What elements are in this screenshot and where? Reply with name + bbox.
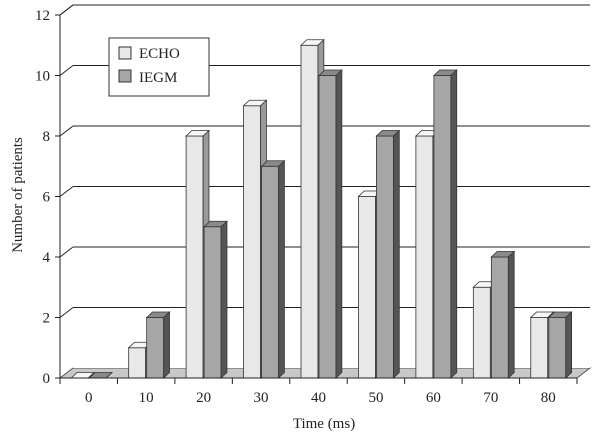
y-tick-label: 12 — [35, 8, 50, 24]
legend-label-echo: ECHO — [139, 46, 180, 62]
legend-label-iegm: IEGM — [139, 70, 177, 86]
bar-iegm — [432, 69, 458, 379]
x-tick-label: 10 — [139, 390, 154, 406]
x-tick-label: 60 — [426, 390, 441, 406]
x-tick-label: 30 — [254, 390, 269, 406]
bar-iegm — [547, 311, 573, 379]
bar-iegm — [317, 69, 343, 379]
y-axis-ticks: 0 2 4 6 8 10 12 — [35, 8, 60, 387]
gridline-depth — [59, 125, 74, 137]
gridline-depth — [59, 186, 74, 197]
bar-iegm — [260, 159, 286, 379]
gridline-depth — [59, 246, 74, 258]
bar-iegm — [203, 220, 228, 379]
x-axis-label: Time (ms) — [293, 416, 355, 432]
legend-swatch-iegm — [118, 69, 132, 83]
x-tick-label: 80 — [541, 390, 556, 406]
legend-swatch-echo — [118, 46, 132, 60]
bar-iegm — [375, 129, 401, 379]
gridline-depth — [59, 307, 74, 318]
x-tick-label: 20 — [196, 390, 211, 406]
x-tick-label: 70 — [483, 390, 498, 406]
bar-iegm — [145, 311, 171, 379]
y-tick-label: 2 — [43, 311, 51, 327]
y-axis-label: Number of patients — [10, 137, 26, 253]
bar-iegm — [490, 250, 516, 379]
y-axis-depth — [59, 4, 74, 16]
y-tick-label: 10 — [35, 69, 50, 85]
x-tick-label: 40 — [311, 390, 326, 406]
y-tick-label: 0 — [43, 371, 51, 387]
x-tick-label: 50 — [368, 390, 383, 406]
bars — [70, 38, 573, 379]
x-tick-label: 0 — [85, 390, 93, 406]
y-tick-label: 6 — [43, 190, 51, 206]
gridline-depth — [59, 65, 74, 76]
y-tick-label: 4 — [43, 250, 51, 266]
x-axis-ticks: 0 10 20 30 40 50 60 70 80 — [59, 378, 578, 406]
y-tick-label: 8 — [43, 129, 51, 145]
legend: ECHO IEGM — [108, 37, 210, 97]
